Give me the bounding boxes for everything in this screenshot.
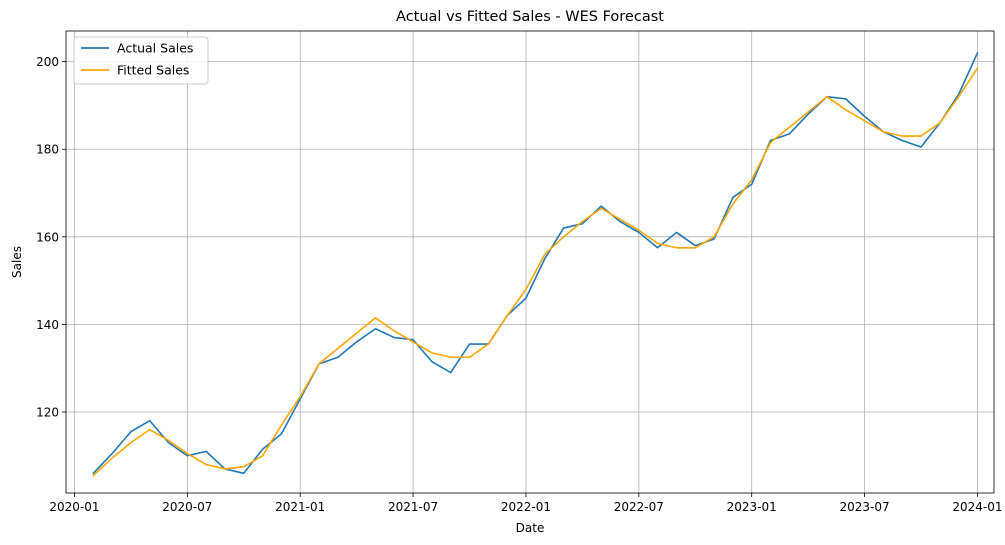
x-tick-label: 2020-01: [49, 500, 99, 514]
x-tick-label: 2024-01: [952, 500, 1002, 514]
legend: Actual Sales Fitted Sales: [73, 36, 209, 85]
x-tick-label: 2023-07: [840, 500, 890, 514]
chart-title: Actual vs Fitted Sales - WES Forecast: [396, 9, 664, 25]
x-tick-label: 2021-07: [388, 500, 438, 514]
y-axis-label: Sales: [10, 246, 24, 278]
series-line-fitted: [92, 67, 979, 477]
y-tick-label: 140: [36, 318, 59, 332]
x-tick-label: 2022-07: [614, 500, 664, 514]
legend-label: Actual Sales: [117, 41, 193, 56]
series-layer: [92, 51, 979, 477]
plot-frame: [65, 30, 995, 494]
series-line-actual: [92, 51, 979, 475]
grid-lines: [66, 31, 994, 493]
y-tick-label: 120: [36, 405, 59, 419]
legend-label: Fitted Sales: [117, 63, 189, 78]
x-tick-label: 2023-01: [727, 500, 777, 514]
x-axis: 2020-01 2020-07 2021-01 2021-07 2022-01 2022-…: [49, 493, 1003, 514]
x-tick-label: 2022-01: [501, 500, 551, 514]
y-tick-label: 200: [36, 55, 59, 69]
y-tick-label: 160: [36, 230, 59, 244]
x-tick-label: 2020-07: [162, 500, 212, 514]
y-axis: 120 140 160 180 200: [36, 55, 66, 419]
x-axis-label: Date: [516, 521, 545, 535]
y-tick-label: 180: [36, 143, 59, 157]
x-tick-label: 2021-01: [275, 500, 325, 514]
